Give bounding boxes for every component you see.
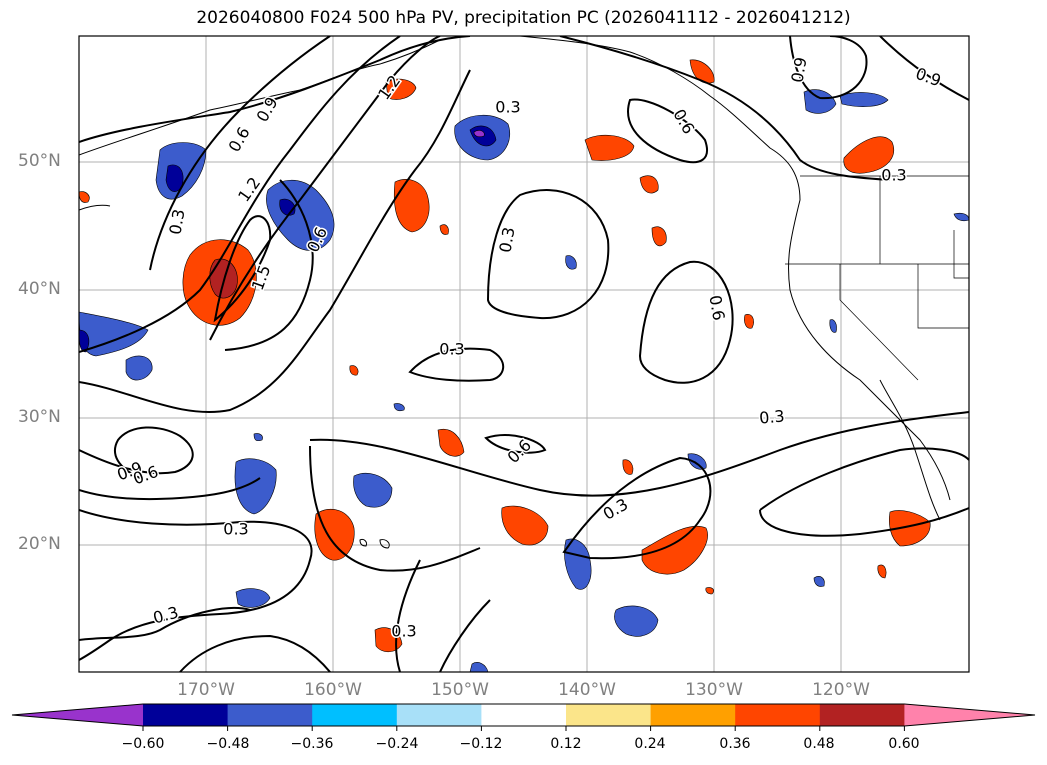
contour-label: 0.9 — [787, 56, 810, 84]
contour-label: 0.3 — [600, 495, 632, 524]
contour-label: 0.3 — [223, 520, 248, 539]
gridlines — [79, 36, 969, 672]
colorbar-swatch — [819, 704, 905, 726]
colorbar-swatch — [396, 704, 482, 726]
map-frame — [78, 35, 970, 673]
contour-label: 1.2 — [234, 174, 264, 206]
colorbar-tick-label: −0.24 — [375, 736, 419, 752]
colorbar-swatch — [566, 704, 652, 726]
precip-fields — [79, 59, 969, 672]
contour-label: 0.3 — [439, 340, 464, 359]
colorbar-extend-max — [904, 704, 1035, 726]
colorbar-tick-label: 0.48 — [803, 736, 835, 752]
colorbar-tick-label: 0.60 — [888, 736, 920, 752]
lat-label-40n: 40°N — [18, 279, 61, 299]
colorbar — [11, 703, 1036, 731]
pv-contours — [79, 36, 969, 672]
lat-label-30n: 30°N — [18, 407, 61, 427]
colorbar-tick-label: −0.60 — [121, 736, 165, 752]
colorbar-swatch — [143, 704, 229, 726]
colorbar-tick-label: 0.24 — [634, 736, 666, 752]
contour-label: 0.3 — [495, 98, 520, 117]
colorbar-tick-label: −0.36 — [290, 736, 334, 752]
colorbar-swatch — [481, 704, 567, 726]
coastlines — [79, 36, 951, 549]
contour-label: 0.3 — [881, 166, 906, 185]
lon-label-160w: 160°W — [304, 680, 362, 700]
contour-label: 0.9 — [913, 64, 943, 91]
contour-label: 0.3 — [165, 208, 188, 236]
lon-label-150w: 150°W — [431, 680, 489, 700]
colorbar-swatch — [227, 704, 313, 726]
contour-label: 0.3 — [495, 226, 518, 254]
lon-label-170w: 170°W — [177, 680, 235, 700]
lon-label-120w: 120°W — [812, 680, 870, 700]
contour-label: 0.6 — [225, 124, 254, 156]
contour-label: 0.3 — [758, 406, 785, 427]
colorbar-extend-min — [12, 704, 143, 726]
colorbar-tick-label: −0.48 — [206, 736, 250, 752]
lat-label-50n: 50°N — [18, 151, 61, 171]
contour-label: 0.3 — [151, 603, 181, 628]
colorbar-swatch — [650, 704, 736, 726]
contour-label: 0.6 — [705, 294, 728, 322]
lat-label-20n: 20°N — [18, 534, 61, 554]
colorbar-swatch — [312, 704, 398, 726]
state-borders — [785, 175, 969, 381]
colorbar-tick-label: 0.12 — [550, 736, 582, 752]
lon-label-140w: 140°W — [558, 680, 616, 700]
colorbar-tick-label: 0.36 — [719, 736, 751, 752]
lon-label-130w: 130°W — [685, 680, 743, 700]
contour-label: 0.3 — [391, 622, 416, 641]
contour-label: 0.6 — [669, 106, 698, 138]
colorbar-tick-label: −0.12 — [459, 736, 503, 752]
colorbar-swatch — [735, 704, 821, 726]
map-title: 2026040800 F024 500 hPa PV, precipitatio… — [196, 8, 851, 28]
